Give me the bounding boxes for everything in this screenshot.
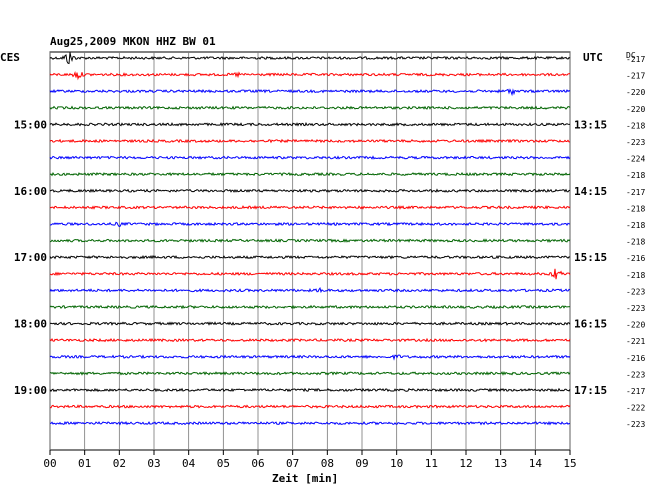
seismic-trace-row <box>49 138 570 144</box>
seismic-trace-row <box>49 404 571 409</box>
dc-value-label: -223 <box>626 287 645 296</box>
dc-value-label: -222 <box>626 404 645 413</box>
seismic-trace-row <box>49 238 571 243</box>
chart-title: Aug25,2009 MKON HHZ BW 01 <box>50 35 216 48</box>
dc-value-label: -217 <box>626 387 645 396</box>
dc-value-label: -223 <box>626 370 645 379</box>
left-hour-label: 18:00 <box>14 318 47 331</box>
x-tick-label: 07 <box>286 457 299 470</box>
right-hour-label: 14:15 <box>574 185 607 198</box>
seismic-trace-row <box>49 171 571 177</box>
dc-value-label: -218 <box>626 221 645 230</box>
seismic-trace-row <box>49 188 571 194</box>
seismic-trace-row <box>49 304 571 310</box>
dc-value-label: -223 <box>626 304 645 313</box>
seismic-trace-row <box>49 88 571 97</box>
seismic-trace-row <box>49 321 571 326</box>
left-hour-label: 19:00 <box>14 384 47 397</box>
left-hour-label: 15:00 <box>14 118 47 131</box>
grid-layer <box>49 51 571 455</box>
left-hour-label: 16:00 <box>14 185 47 198</box>
seismic-trace-row <box>49 420 571 426</box>
seismic-trace-row <box>49 354 571 361</box>
x-tick-label: 05 <box>217 457 230 470</box>
x-tick-label: 13 <box>494 457 507 470</box>
dc-label: DC <box>626 51 636 60</box>
seismic-trace-row <box>49 286 571 294</box>
dc-value-label: -218 <box>626 171 645 180</box>
left-corner-label: CES <box>0 51 20 64</box>
right-hour-label: 16:15 <box>574 318 607 331</box>
dc-value-label: -218 <box>626 121 645 130</box>
seismic-trace-row <box>49 70 571 81</box>
x-tick-label: 00 <box>43 457 56 470</box>
x-tick-label: 14 <box>529 457 543 470</box>
trace-layer <box>49 52 571 426</box>
dc-value-label: -218 <box>626 271 645 280</box>
dc-value-label: -224 <box>626 155 645 164</box>
seismic-trace-row <box>49 155 571 160</box>
right-corner-label: UTC <box>583 51 603 64</box>
x-tick-label: 11 <box>425 457 438 470</box>
seismic-trace-row <box>49 105 571 110</box>
dc-value-label: -220 <box>626 321 645 330</box>
x-axis-label: Zeit [min] <box>272 472 338 485</box>
dc-value-label: -218 <box>626 204 645 213</box>
seismic-trace-row <box>49 204 571 210</box>
label-layer: Aug25,2009 MKON HHZ BW 01 CES UTC DC Zei… <box>0 35 645 485</box>
x-tick-label: 15 <box>563 457 576 470</box>
seismic-trace-row <box>49 337 571 343</box>
dc-value-label: -223 <box>626 420 645 429</box>
right-hour-label: 13:15 <box>574 118 607 131</box>
dc-value-label: -217 <box>626 188 645 197</box>
dc-value-label: -220 <box>626 105 645 114</box>
x-tick-label: 09 <box>355 457 368 470</box>
seismic-trace-row <box>49 221 570 227</box>
x-tick-label: 06 <box>251 457 264 470</box>
dc-value-label: -221 <box>626 337 645 346</box>
seismic-trace-row <box>49 254 571 260</box>
x-tick-label: 12 <box>459 457 472 470</box>
dc-value-label: -217 <box>626 72 645 81</box>
x-tick-label: 01 <box>78 457 91 470</box>
seismic-trace-row <box>49 122 571 127</box>
dc-value-label: -220 <box>626 88 645 97</box>
dc-value-label: -218 <box>626 238 645 247</box>
x-tick-label: 08 <box>321 457 334 470</box>
seismic-trace-row <box>49 387 571 393</box>
x-tick-label: 04 <box>182 457 196 470</box>
x-tick-label: 02 <box>113 457 126 470</box>
right-hour-label: 17:15 <box>574 384 607 397</box>
seismic-trace-row <box>49 268 571 280</box>
seismic-trace-row <box>49 52 571 65</box>
left-hour-label: 17:00 <box>14 251 47 264</box>
dc-value-label: -217 <box>626 55 645 64</box>
right-hour-label: 15:15 <box>574 251 607 264</box>
seismic-trace-row <box>49 370 571 376</box>
x-tick-label: 10 <box>390 457 403 470</box>
x-tick-label: 03 <box>147 457 160 470</box>
dc-value-label: -216 <box>626 354 645 363</box>
dc-value-label: -223 <box>626 138 645 147</box>
dc-value-label: -216 <box>626 254 645 263</box>
